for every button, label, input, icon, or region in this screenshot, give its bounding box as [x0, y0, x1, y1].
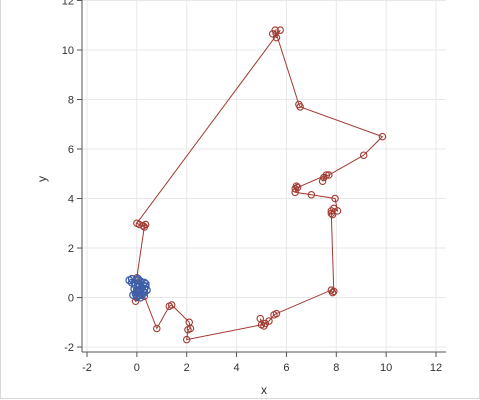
path-point [359, 151, 368, 159]
path-point [328, 288, 337, 297]
path-point [325, 171, 333, 179]
path-point [322, 171, 331, 179]
y-tick-label: 2 [68, 243, 74, 255]
path-point [318, 177, 327, 185]
cluster-point [132, 288, 141, 297]
path-point [331, 194, 339, 203]
axes: -2 0 2 4 6 8 10 12 -2 0 2 4 6 8 10 12 [62, 0, 446, 374]
cluster-point [141, 279, 150, 288]
path-point [293, 183, 302, 192]
x-axis-title: x [261, 383, 267, 397]
path-point [330, 287, 338, 296]
x-tick-label: 2 [184, 362, 190, 374]
path-point [333, 207, 342, 215]
cluster-point [127, 278, 136, 287]
path-point [295, 100, 303, 109]
path-point [268, 30, 277, 38]
path-point [272, 309, 281, 318]
path-point [330, 204, 338, 213]
path-point [168, 301, 176, 309]
path-point [271, 26, 279, 34]
path-point [307, 191, 316, 199]
y-tick-label: 0 [68, 293, 74, 305]
series-cluster [125, 274, 151, 302]
path-point [276, 26, 284, 34]
path-point [182, 335, 191, 344]
x-tick-label: 4 [234, 362, 240, 374]
x-tick-label: 0 [134, 362, 140, 374]
y-tick-label: 12 [62, 0, 74, 7]
series-path [131, 26, 387, 344]
axis-labels: x y [35, 176, 267, 397]
x-tick-label: 10 [380, 362, 392, 374]
y-tick-label: 6 [68, 144, 74, 156]
x-tick-label: 6 [283, 362, 289, 374]
y-tick-label: 8 [68, 94, 74, 106]
plot-area [125, 26, 387, 344]
path-point [378, 132, 387, 141]
y-tick-label: -2 [64, 342, 74, 354]
path-point [261, 319, 269, 328]
y-tick-label: 10 [62, 45, 74, 57]
y-axis-title: y [35, 176, 49, 182]
y-tick-label: 4 [68, 194, 74, 206]
path-point [272, 33, 281, 42]
series-connecting-line [134, 29, 384, 341]
path-point [265, 317, 273, 325]
x-tick-label: 8 [333, 362, 339, 374]
path-point [140, 223, 149, 231]
path-point [256, 314, 265, 323]
x-tick-label: -2 [82, 362, 92, 374]
x-tick-label: 12 [430, 362, 442, 374]
path-point [184, 325, 192, 334]
path-point [153, 324, 161, 333]
